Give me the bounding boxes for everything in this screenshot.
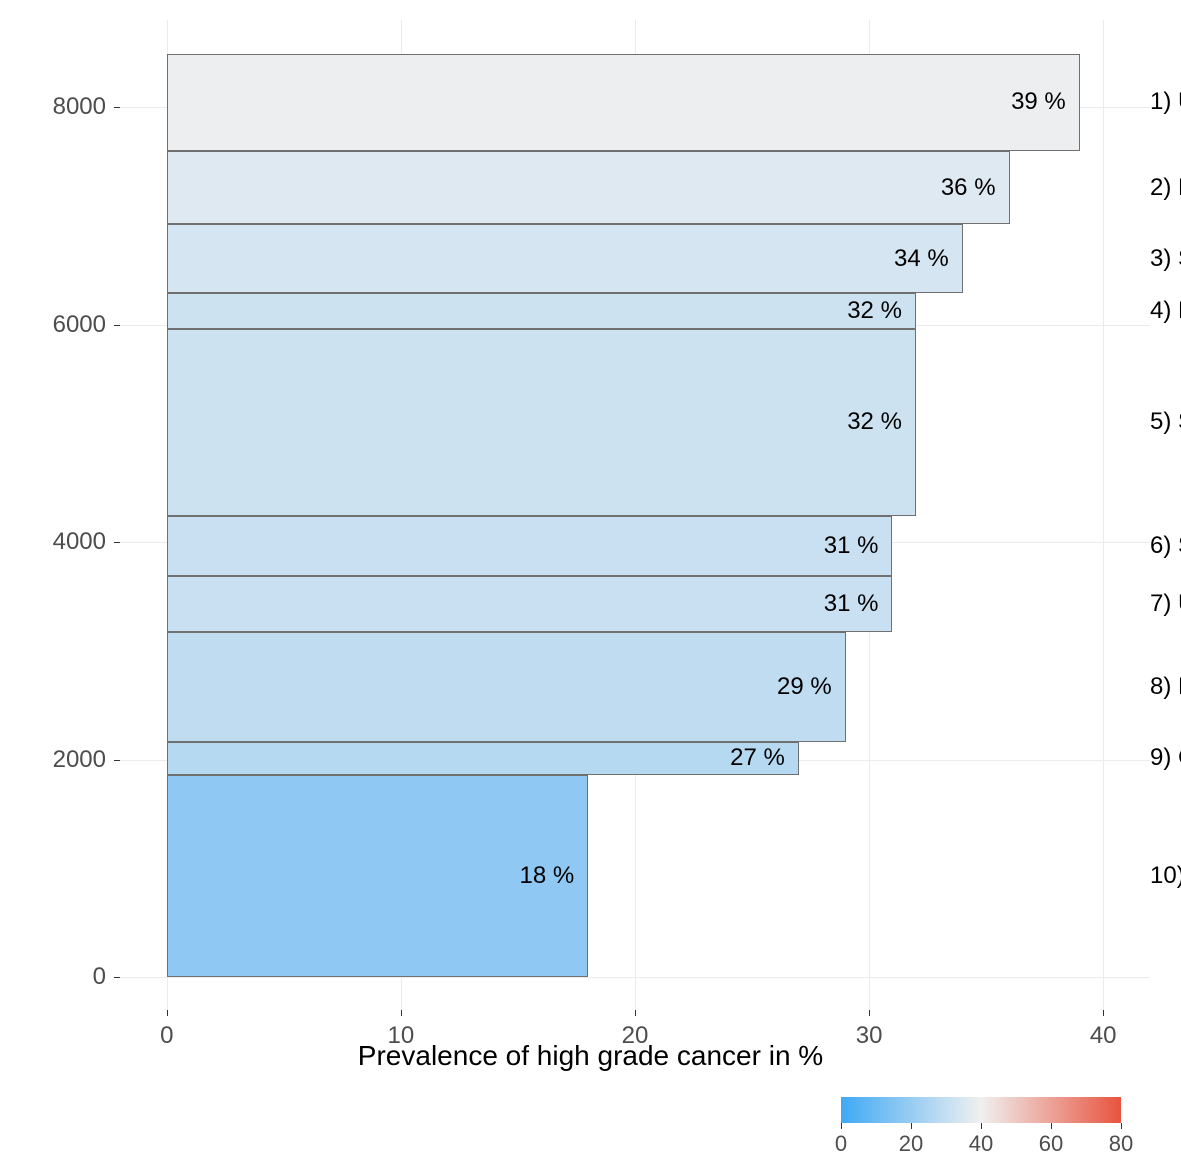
legend-ticks [841,1123,1121,1131]
bar-percentage-label: 31 % [824,532,879,560]
bar-segment [167,576,893,633]
bar-description-label: 6) SanJuanVA, n=550 [1150,532,1181,560]
chart-container: Number of biopsies Prevalence of high gr… [0,0,1181,1167]
bar-percentage-label: 32 % [847,297,902,325]
bar-percentage-label: 29 % [777,673,832,701]
y-tick-mark [114,542,120,543]
x-axis-title: Prevalence of high grade cancer in % [358,1040,823,1072]
bar-percentage-label: 31 % [824,590,879,618]
legend-tick-label: 40 [969,1131,993,1157]
x-tick-mark [401,1010,402,1016]
y-tick-label: 8000 [53,93,106,121]
bar-description-label: 5) Sunnybrook, n=1721 [1150,408,1181,436]
color-legend: 0 20 40 60 80 [821,1097,1141,1155]
x-tick-label: 20 [622,1022,649,1050]
bar-segment [167,224,963,293]
y-tick-mark [114,760,120,761]
bar-segment [167,293,916,328]
y-tick-label: 2000 [53,746,106,774]
y-tick-mark [114,325,120,326]
x-tick-mark [1103,1010,1104,1016]
bar-percentage-label: 34 % [894,245,949,273]
bar-description-label: 7) UCSF, n=521 [1150,590,1181,618]
y-tick-label: 6000 [53,311,106,339]
legend-tick-mark [981,1123,982,1129]
bar-description-label: 4) MayoClinic, n=323 [1150,297,1181,325]
x-tick-label: 40 [1090,1022,1117,1050]
bar-description-label: 2) DurhamVA, n=669 [1150,174,1181,202]
x-tick-mark [635,1010,636,1016]
legend-tick-label: 20 [899,1131,923,1157]
legend-tick-mark [1051,1123,1052,1129]
grid-line-vertical [1103,20,1104,1010]
legend-tick-label: 0 [835,1131,847,1157]
bar-description-label: 8) MSKCC, n=1010 [1150,673,1181,701]
legend-tick-label: 60 [1039,1131,1063,1157]
legend-labels: 020406080 [841,1131,1121,1155]
x-tick-label: 0 [160,1022,173,1050]
y-tick-mark [114,977,120,978]
bar-segment [167,516,893,576]
legend-gradient-bar [841,1097,1121,1123]
bar-percentage-label: 36 % [941,174,996,202]
y-tick-mark [114,107,120,108]
y-tick-label: 4000 [53,528,106,556]
legend-tick-mark [1121,1123,1122,1129]
bar-percentage-label: 32 % [847,408,902,436]
bar-segment [167,632,846,742]
legend-tick-mark [841,1123,842,1129]
bar-description-label: 3) San Raffaele, n=637 [1150,245,1181,273]
bar-description-label: 1) UTHealth, n=899 [1150,88,1181,116]
plot-area: 0102030400200040006000800018 %10) Zurich… [120,20,1150,1010]
bar-percentage-label: 27 % [730,744,785,772]
x-tick-mark [167,1010,168,1016]
x-tick-label: 10 [388,1022,415,1050]
bar-percentage-label: 18 % [519,862,574,890]
x-tick-mark [869,1010,870,1016]
bar-segment [167,151,1010,224]
bar-segment [167,329,916,516]
bar-segment [167,54,1080,152]
bar-percentage-label: 39 % [1011,88,1066,116]
legend-tick-mark [911,1123,912,1129]
bar-description-label: 10) Zurich, n=1863 [1150,862,1181,890]
x-tick-label: 30 [856,1022,883,1050]
bar-description-label: 9) ClevelandClinic, n=299 [1150,744,1181,772]
y-tick-label: 0 [93,963,106,991]
bar-segment [167,742,799,775]
legend-tick-label: 80 [1109,1131,1133,1157]
grid-line-horizontal [120,977,1150,978]
